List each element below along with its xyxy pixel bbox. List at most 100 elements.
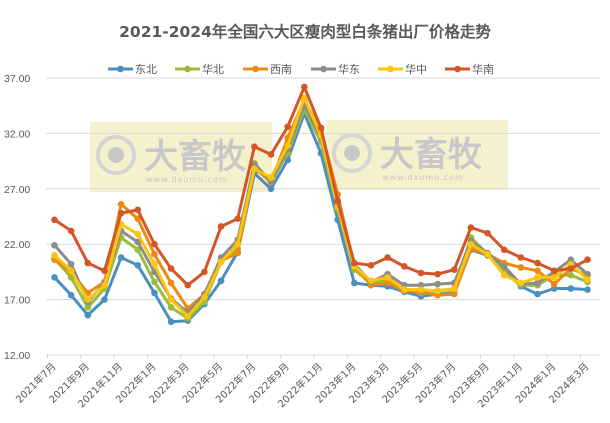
- data-point: [584, 256, 591, 264]
- data-point: [384, 274, 391, 281]
- data-point: [567, 285, 575, 292]
- data-point: [84, 304, 92, 311]
- legend-label: 东北: [135, 63, 157, 76]
- data-point: [434, 287, 441, 295]
- data-point: [400, 286, 408, 293]
- data-point: [534, 267, 541, 275]
- data-point: [384, 279, 391, 287]
- data-point: [534, 274, 541, 281]
- data-point: [500, 246, 508, 254]
- data-point: [217, 277, 225, 285]
- data-point: [101, 296, 108, 303]
- data-point: [134, 246, 142, 254]
- data-point: [101, 281, 108, 289]
- data-point: [67, 227, 75, 235]
- data-point: [584, 286, 591, 293]
- data-point: [167, 265, 175, 272]
- data-point: [167, 304, 175, 311]
- legend-item-华北: 华北: [175, 62, 224, 76]
- y-tick-label: 12.00: [4, 350, 30, 362]
- data-point: [334, 197, 341, 205]
- series-lines: [51, 83, 591, 326]
- data-point: [484, 250, 491, 258]
- data-point: [134, 230, 142, 238]
- data-point: [384, 254, 391, 261]
- data-point: [534, 279, 541, 287]
- data-point: [584, 276, 591, 283]
- data-point: [251, 143, 258, 150]
- data-point: [450, 266, 458, 273]
- y-tick-label: 37.00: [4, 73, 30, 85]
- data-point: [467, 240, 475, 248]
- data-point: [51, 242, 58, 249]
- data-point: [534, 259, 541, 267]
- y-axis: 12.00 17.00 22.00 27.00 32.00 37.00: [4, 73, 30, 362]
- data-point: [284, 142, 291, 149]
- legend-label: 华中: [405, 62, 427, 76]
- data-point: [567, 265, 575, 272]
- watermark-url: www.dxumu.com: [382, 173, 464, 182]
- data-point: [234, 249, 242, 257]
- data-point: [151, 278, 158, 286]
- logo-eye-icon: [96, 135, 136, 175]
- data-point: [550, 274, 558, 281]
- data-point: [317, 124, 325, 132]
- legend-label: 华北: [202, 62, 224, 76]
- y-tick-label: 32.00: [4, 128, 30, 140]
- data-point: [84, 311, 92, 319]
- data-point: [134, 238, 142, 246]
- data-point: [67, 267, 75, 275]
- data-point: [234, 240, 242, 248]
- data-point: [167, 279, 175, 287]
- data-point: [550, 267, 558, 275]
- data-point: [201, 268, 208, 276]
- legend-marker-icon: [387, 65, 394, 73]
- legend-marker-icon: [252, 65, 259, 73]
- data-point: [134, 261, 142, 269]
- data-point: [134, 206, 142, 214]
- data-point: [151, 250, 158, 258]
- data-point: [51, 216, 58, 224]
- data-point: [234, 215, 242, 223]
- data-point: [584, 270, 591, 278]
- data-point: [417, 269, 425, 277]
- data-point: [351, 279, 358, 287]
- data-point: [84, 259, 92, 267]
- legend-item-东北: 东北: [108, 63, 157, 76]
- legend-label: 华东: [338, 62, 360, 76]
- legend-marker-icon: [320, 65, 327, 73]
- chart-title: 2021-2024年全国六大区瘦肉型白条猪出厂价格走势: [119, 22, 491, 41]
- legend: 东北 华北 西南 华东 华中 华南: [108, 62, 494, 76]
- legend-marker-icon: [117, 65, 124, 73]
- data-point: [117, 254, 125, 261]
- data-point: [167, 318, 175, 326]
- data-point: [450, 285, 458, 292]
- data-point: [351, 259, 358, 267]
- data-point: [367, 277, 375, 285]
- gridlines: [46, 77, 600, 356]
- data-point: [101, 267, 108, 275]
- data-point: [417, 286, 425, 293]
- data-point: [400, 263, 408, 270]
- watermark-url: www.dxumu.com: [146, 175, 228, 184]
- data-point: [151, 289, 158, 297]
- x-axis: 2021年7月2021年9月2021年11月2022年1月2022年3月2022…: [13, 355, 592, 410]
- data-point: [217, 258, 225, 266]
- watermark-brand: 大畜牧: [144, 137, 247, 177]
- y-tick-label: 22.00: [4, 239, 30, 251]
- watermark-brand: 大畜牧: [380, 135, 483, 175]
- data-point: [84, 296, 92, 303]
- data-point: [517, 264, 525, 271]
- data-point: [184, 281, 192, 289]
- data-point: [301, 83, 308, 91]
- data-point: [134, 215, 142, 223]
- data-point: [450, 290, 458, 298]
- data-point: [434, 280, 441, 288]
- legend-label: 华南: [472, 62, 494, 76]
- data-point: [434, 270, 441, 278]
- data-point: [151, 240, 158, 248]
- data-point: [500, 263, 508, 270]
- data-point: [517, 279, 525, 287]
- data-point: [484, 229, 491, 237]
